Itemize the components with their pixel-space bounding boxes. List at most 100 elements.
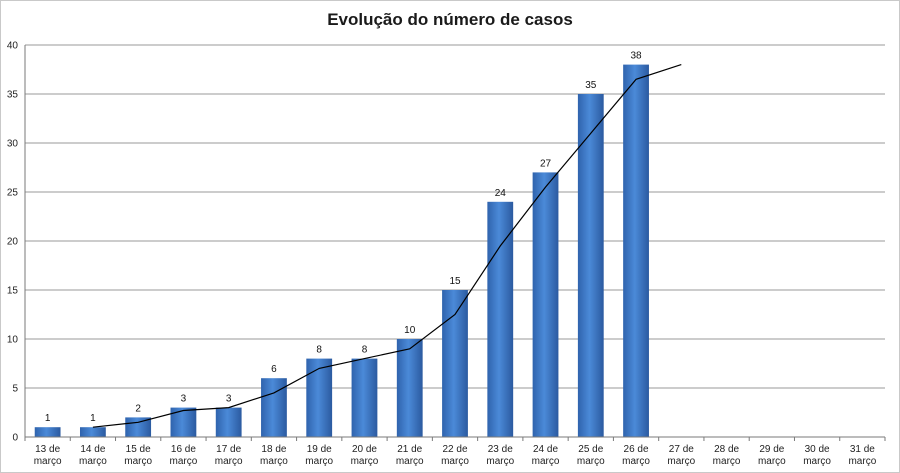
x-tick-label-line: março [667,456,695,467]
bar [487,201,514,437]
x-tick-label: 29 de março [758,444,786,467]
x-tick-label-line: 20 de [352,444,377,455]
bar [215,407,242,437]
x-tick-label: 17 de março [215,444,243,467]
y-tick-label: 10 [7,335,19,346]
x-tick-label-line: março [486,456,514,467]
x-tick-label-line: 21 de [397,444,422,455]
x-tick-label: 23 de março [486,444,514,467]
trend-line [92,64,682,428]
x-tick-label-line: 31 de [850,444,875,455]
data-label: 15 [449,276,461,287]
x-tick-label-line: 30 de [805,444,830,455]
x-tick-label-line: março [532,456,560,467]
x-tick-label-line: março [124,456,152,467]
x-tick-label-line: março [170,456,198,467]
bar [261,378,287,437]
x-tick-label-line: 19 de [307,444,332,455]
x-tick-label: 13 de março [34,444,62,467]
data-label: 8 [316,345,322,356]
x-tick-label-line: 18 de [261,444,286,455]
x-tick-label: 20 de março [351,444,379,467]
bar [306,358,333,437]
x-tick-label: 31 de março [848,444,876,467]
y-tick-label: 0 [12,433,18,444]
x-tick-label-line: 13 de [35,444,60,455]
x-tick-label-line: março [396,456,424,467]
x-tick-label-line: 29 de [759,444,784,455]
axes [24,45,886,441]
x-tick-label: 22 de março [441,444,469,467]
x-tick-label: 18 de março [260,444,288,467]
y-tick-label: 40 [7,41,19,52]
x-tick-label: 26 de março [622,444,650,467]
x-tick-label-line: 15 de [126,444,151,455]
x-tick-label-line: 22 de [442,444,467,455]
x-tick-label-line: março [79,456,107,467]
x-tick-label-line: março [577,456,605,467]
x-tick-label: 25 de março [577,444,605,467]
data-label: 24 [495,188,507,199]
x-tick-label-line: março [848,456,876,467]
x-tick-label: 30 de março [803,444,831,467]
data-label: 1 [90,413,96,424]
bar [79,427,106,437]
y-tick-label: 30 [7,139,19,150]
bars [34,64,649,437]
bar [396,339,423,437]
x-tick-label: 15 de março [124,444,152,467]
x-tick-label-line: 27 de [669,444,694,455]
trend-line-layer [92,64,682,428]
data-label: 2 [135,403,141,414]
chart-title: Evolução do número de casos [327,10,573,29]
x-tick-label-line: março [713,456,741,467]
x-tick-label: 28 de março [713,444,741,467]
data-label: 3 [181,394,187,405]
x-tick-label-line: 14 de [80,444,105,455]
x-tick-label-line: março [351,456,379,467]
bar [442,290,468,437]
x-tick-label: 14 de março [79,444,107,467]
x-tick-label: 19 de março [305,444,333,467]
x-tick-label-line: 25 de [578,444,603,455]
x-tick-label-line: 23 de [488,444,513,455]
x-tick-label-line: março [803,456,831,467]
x-tick-label-line: março [622,456,650,467]
x-tick-label-line: 24 de [533,444,558,455]
y-tick-label: 25 [7,188,19,199]
x-tick-label-line: março [34,456,62,467]
x-tick-label-line: março [215,456,243,467]
bar [125,417,152,437]
x-tick-label-line: março [441,456,469,467]
x-tick-label-line: 26 de [624,444,649,455]
data-label: 38 [630,51,642,62]
x-tick-label-line: 16 de [171,444,196,455]
bar [170,407,197,437]
bar [34,427,61,437]
x-tick-label: 27 de março [667,444,695,467]
data-label: 27 [540,158,552,169]
x-tick-label-line: março [260,456,288,467]
x-tick-label-line: março [758,456,786,467]
data-label: 35 [585,80,597,91]
x-tick-label-line: março [305,456,333,467]
y-tick-label: 35 [7,90,19,101]
y-tick-label: 15 [7,286,19,297]
bar [351,358,378,437]
x-tick-label-line: 28 de [714,444,739,455]
bar [577,94,604,437]
bar [532,172,559,437]
x-tick-label: 21 de março [396,444,424,467]
data-label: 3 [226,394,232,405]
data-label: 10 [404,325,416,336]
data-label: 8 [362,345,368,356]
x-tick-label: 24 de março [532,444,560,467]
x-tick-label: 16 de março [170,444,198,467]
data-label: 1 [45,413,51,424]
x-tick-label-line: 17 de [216,444,241,455]
data-label: 6 [271,364,277,375]
y-tick-label: 5 [12,384,18,395]
bar [623,64,649,437]
